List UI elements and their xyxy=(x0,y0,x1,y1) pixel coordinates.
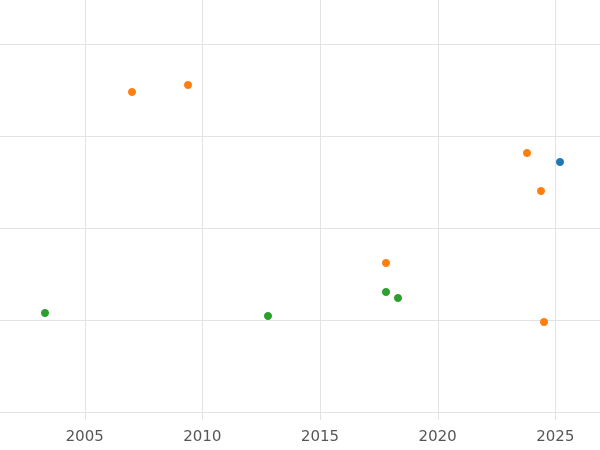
x-tick-label: 2005 xyxy=(65,427,104,445)
gridline-horizontal xyxy=(0,319,600,321)
x-tick-label: 2025 xyxy=(536,427,575,445)
gridline-vertical xyxy=(320,0,321,420)
gridline-vertical xyxy=(202,0,204,420)
scatter-point-orange-series xyxy=(539,317,548,326)
scatter-point-green-series xyxy=(393,293,402,302)
x-tick-label: 2020 xyxy=(418,427,457,445)
x-tick-label: 2010 xyxy=(183,427,222,445)
x-tick-label: 2015 xyxy=(300,427,340,445)
x-axis: 2005 2010 2015 2020 2025 xyxy=(0,420,600,450)
scatter-point-green-series xyxy=(264,312,273,321)
scatter-point-green-series xyxy=(381,288,390,297)
scatter-point-orange-series xyxy=(127,87,136,96)
scatter-point-orange-series xyxy=(381,258,390,267)
scatter-point-green-series xyxy=(40,308,49,317)
gridline-vertical xyxy=(84,0,86,420)
gridline-horizontal xyxy=(0,44,600,46)
scatter-point-orange-series xyxy=(537,187,546,196)
gridline-horizontal xyxy=(0,136,600,138)
scatter-point-orange-series xyxy=(184,80,193,89)
gridline-horizontal xyxy=(0,411,600,413)
gridline-vertical xyxy=(555,0,557,420)
plot-area xyxy=(0,0,600,420)
gridline-horizontal xyxy=(0,228,600,230)
scatter-point-blue-series xyxy=(556,157,564,166)
scatter-point-orange-series xyxy=(523,148,532,157)
gridline-vertical xyxy=(437,0,439,420)
